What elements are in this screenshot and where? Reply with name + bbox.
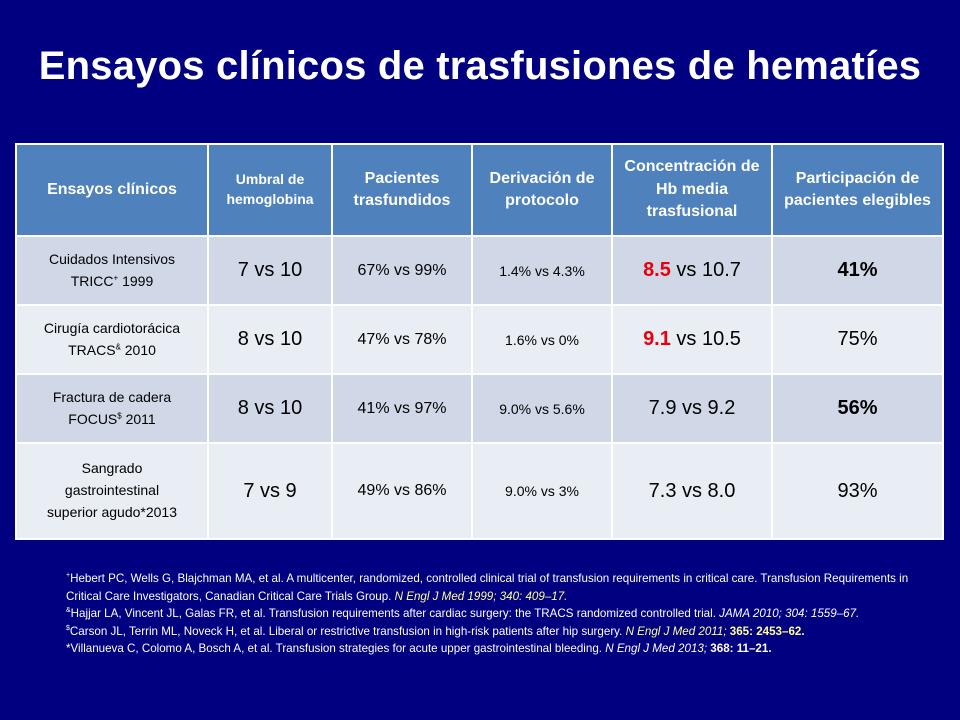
reference-journal: JAMA 2010; — [719, 607, 782, 621]
hb-cell: 8.5 vs 10.7 — [611, 235, 773, 306]
hb-liberal-value: vs 10.7 — [670, 259, 741, 281]
references: +Hebert PC, Wells G, Blajchman MA, et al… — [66, 570, 946, 658]
trial-area: Fractura de cadera — [52, 388, 172, 405]
reference-authors: Hebert PC, Wells G, Blajchman MA, et al.… — [66, 572, 909, 603]
table-row: Cuidados Intensivos TRICC+ 1999 7 vs 10 … — [15, 235, 944, 306]
deviation-cell: 1.4% vs 4.3% — [471, 235, 613, 306]
reference-item: *Villanueva C, Colomo A, Bosch A, et al.… — [66, 640, 946, 658]
participation-cell: 75% — [771, 304, 944, 375]
reference-citation: 304: 1559–67. — [785, 607, 860, 621]
trial-footnote-mark: & — [115, 341, 121, 351]
reference-authors: Carson JL, Terrin ML, Noveck H, et al. L… — [69, 624, 623, 638]
header-threshold: Umbral de hemoglobina — [207, 143, 333, 237]
deviation-cell: 9.0% vs 3% — [471, 442, 613, 540]
transfused-cell: 41% vs 97% — [331, 373, 473, 444]
reference-item: $Carson JL, Terrin ML, Noveck H, et al. … — [66, 623, 946, 641]
header-trials: Ensayos clínicos — [15, 143, 209, 237]
table-row: Cirugía cardiotorácica TRACS& 2010 8 vs … — [15, 304, 944, 375]
participation-cell: 56% — [771, 373, 944, 444]
hb-cell: 9.1 vs 10.5 — [611, 304, 773, 375]
slide-title: Ensayos clínicos de trasfusiones de hema… — [38, 44, 922, 88]
reference-mark: $ — [66, 624, 70, 632]
hb-restrictive-value: 9.1 — [643, 328, 671, 350]
header-deviation: Derivación de protocolo — [471, 143, 613, 237]
transfused-cell: 49% vs 86% — [331, 442, 473, 540]
reference-journal: N Engl J Med 2011; — [625, 624, 727, 638]
threshold-cell: 7 vs 10 — [207, 235, 333, 306]
trial-cell: Fractura de cadera FOCUS$ 2011 — [15, 373, 209, 444]
trial-footnote-mark: + — [113, 272, 119, 282]
trial-year: 2011 — [121, 410, 156, 427]
transfused-cell: 47% vs 78% — [331, 304, 473, 375]
threshold-cell: 7 vs 9 — [207, 442, 333, 540]
trial-name: TRICC — [70, 272, 114, 289]
trial-area: Sangrado — [81, 460, 143, 477]
table-row: Fractura de cadera FOCUS$ 2011 8 vs 10 4… — [15, 373, 944, 444]
reference-mark: * — [66, 642, 71, 656]
participation-cell: 41% — [771, 235, 944, 306]
reference-item: +Hebert PC, Wells G, Blajchman MA, et al… — [66, 570, 946, 605]
hb-cell: 7.3 vs 8.0 — [611, 442, 773, 540]
reference-mark: & — [66, 607, 71, 615]
reference-authors: Villanueva C, Colomo A, Bosch A, et al. … — [70, 642, 602, 656]
trial-year: 1999 — [118, 272, 154, 289]
hb-restrictive-value: 8.5 — [643, 259, 671, 281]
deviation-cell: 1.6% vs 0% — [471, 304, 613, 375]
header-transfused: Pacientes trasfundidos — [331, 143, 473, 237]
trial-area: Cirugía cardiotorácica — [43, 319, 181, 336]
reference-journal: N Engl J Med 2013; — [605, 642, 708, 656]
reference-journal: N Engl J Med 1999; — [394, 589, 497, 603]
trial-area-line3: superior agudo*2013 — [47, 503, 177, 520]
participation-cell: 93% — [771, 442, 944, 540]
trial-name: FOCUS — [68, 410, 118, 427]
reference-authors: Hajjar LA, Vincent JL, Galas FR, et al. … — [70, 607, 716, 621]
trial-cell: Cuidados Intensivos TRICC+ 1999 — [15, 235, 209, 306]
reference-citation: 368: 11–21. — [710, 642, 772, 656]
trial-area: Cuidados Intensivos — [48, 250, 176, 267]
trials-table: Ensayos clínicos Umbral de hemoglobina P… — [15, 143, 944, 540]
reference-mark: + — [66, 572, 71, 580]
hb-liberal-value: vs 10.5 — [670, 328, 741, 350]
trial-cell: Cirugía cardiotorácica TRACS& 2010 — [15, 304, 209, 375]
reference-citation: 365: 2453–62. — [729, 624, 805, 638]
hb-cell: 7.9 vs 9.2 — [611, 373, 773, 444]
table-row: Sangrado gastrointestinal superior agudo… — [15, 442, 944, 540]
reference-item: &Hajjar LA, Vincent JL, Galas FR, et al.… — [66, 605, 946, 623]
trial-cell: Sangrado gastrointestinal superior agudo… — [15, 442, 209, 540]
trial-area-line2: gastrointestinal — [64, 482, 160, 499]
header-hb: Concentración de Hb media trasfusional — [611, 143, 773, 237]
trial-year: 2010 — [120, 341, 156, 358]
trial-footnote-mark: $ — [117, 410, 122, 420]
reference-citation: 340: 409–17. — [499, 589, 568, 603]
table-header-row: Ensayos clínicos Umbral de hemoglobina P… — [15, 143, 944, 237]
deviation-cell: 9.0% vs 5.6% — [471, 373, 613, 444]
threshold-cell: 8 vs 10 — [207, 373, 333, 444]
trial-name: TRACS — [68, 341, 116, 358]
threshold-cell: 8 vs 10 — [207, 304, 333, 375]
transfused-cell: 67% vs 99% — [331, 235, 473, 306]
header-participation: Participación de pacientes elegibles — [771, 143, 944, 237]
